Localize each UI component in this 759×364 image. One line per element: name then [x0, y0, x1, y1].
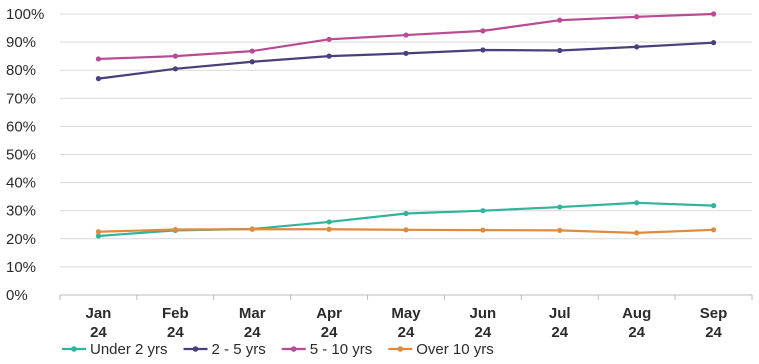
- data-point: [95, 76, 102, 82]
- data-point: [95, 233, 102, 239]
- data-point: [403, 50, 409, 56]
- data-point: [326, 53, 332, 59]
- x-tick-month: Sep: [700, 305, 728, 322]
- data-point: [634, 14, 640, 20]
- x-tick-year: 24: [551, 324, 568, 341]
- data-point: [480, 227, 486, 233]
- x-tick-month: Apr: [316, 305, 342, 322]
- data-point: [95, 229, 102, 235]
- data-point: [172, 66, 178, 72]
- data-point: [634, 200, 640, 206]
- data-point: [557, 227, 563, 233]
- data-point: [480, 28, 486, 34]
- x-tick-year: 24: [628, 324, 645, 341]
- x-tick-month: Jul: [549, 305, 571, 322]
- x-tick-month: Feb: [162, 305, 189, 322]
- series-line-1: [98, 41, 714, 80]
- legend-swatch-marker: [71, 346, 77, 352]
- data-point: [480, 208, 486, 214]
- y-tick-label: 90%: [6, 34, 36, 51]
- data-point: [249, 48, 255, 54]
- data-point: [326, 219, 332, 225]
- data-point: [249, 226, 255, 232]
- legend-swatch-marker: [290, 346, 297, 352]
- legend-swatch-marker: [192, 346, 199, 352]
- series-lines: [95, 11, 717, 239]
- y-tick-label: 0%: [6, 287, 28, 304]
- x-tick-month: Mar: [239, 305, 266, 322]
- x-tick-year: 24: [90, 324, 107, 341]
- data-point: [557, 204, 563, 210]
- y-axis-ticks: 0% 10% 20% 30% 40% 50% 60% 70% 80% 90% 100%: [6, 6, 44, 304]
- y-tick-label: 10%: [6, 259, 36, 276]
- data-point: [403, 227, 409, 233]
- x-axis-ticks: Jan 24 Feb 24 Mar 24 Apr 24 May 24 Jun 24 Jul 24 Aug 24…: [59, 295, 753, 341]
- y-tick-label: 40%: [6, 175, 36, 192]
- data-point: [326, 226, 332, 232]
- data-point: [172, 53, 178, 59]
- y-tick-label: 30%: [6, 203, 36, 220]
- data-point: [710, 203, 717, 209]
- legend-label: 5 - 10 yrs: [310, 341, 373, 358]
- legend-swatch-marker: [397, 346, 404, 352]
- data-point: [480, 47, 486, 53]
- x-tick-year: 24: [475, 324, 492, 341]
- data-point: [172, 226, 178, 233]
- data-point: [634, 230, 640, 236]
- x-tick-year: 24: [321, 324, 338, 341]
- data-point: [403, 32, 409, 38]
- legend: Under 2 yrs 2 - 5 yrs 5 - 10 yrs Over 10 yr…: [62, 341, 494, 358]
- data-point: [403, 210, 409, 217]
- data-point: [557, 47, 563, 54]
- gridlines: [60, 13, 752, 296]
- data-point: [710, 227, 717, 233]
- data-point: [710, 40, 717, 46]
- y-tick-label: 100%: [6, 6, 44, 23]
- y-tick-label: 60%: [6, 118, 36, 135]
- data-point: [634, 44, 640, 50]
- x-tick-year: 24: [705, 324, 722, 341]
- y-tick-label: 80%: [6, 62, 36, 79]
- data-point: [710, 11, 717, 17]
- x-tick-month: Aug: [622, 305, 651, 322]
- y-tick-label: 20%: [6, 231, 36, 248]
- x-tick-year: 24: [398, 324, 415, 341]
- x-tick-month: Jan: [86, 305, 112, 322]
- data-point: [326, 36, 332, 42]
- data-point: [557, 17, 563, 23]
- legend-label: Over 10 yrs: [416, 341, 494, 358]
- data-point: [249, 59, 255, 65]
- x-tick-month: May: [391, 305, 421, 322]
- legend-label: Under 2 yrs: [90, 341, 168, 358]
- x-tick-month: Jun: [470, 305, 497, 322]
- data-point: [95, 56, 102, 62]
- legend-label: 2 - 5 yrs: [212, 341, 266, 358]
- x-tick-year: 24: [244, 324, 261, 341]
- y-tick-label: 70%: [6, 90, 36, 107]
- y-tick-label: 50%: [6, 147, 36, 164]
- x-tick-year: 24: [167, 324, 184, 341]
